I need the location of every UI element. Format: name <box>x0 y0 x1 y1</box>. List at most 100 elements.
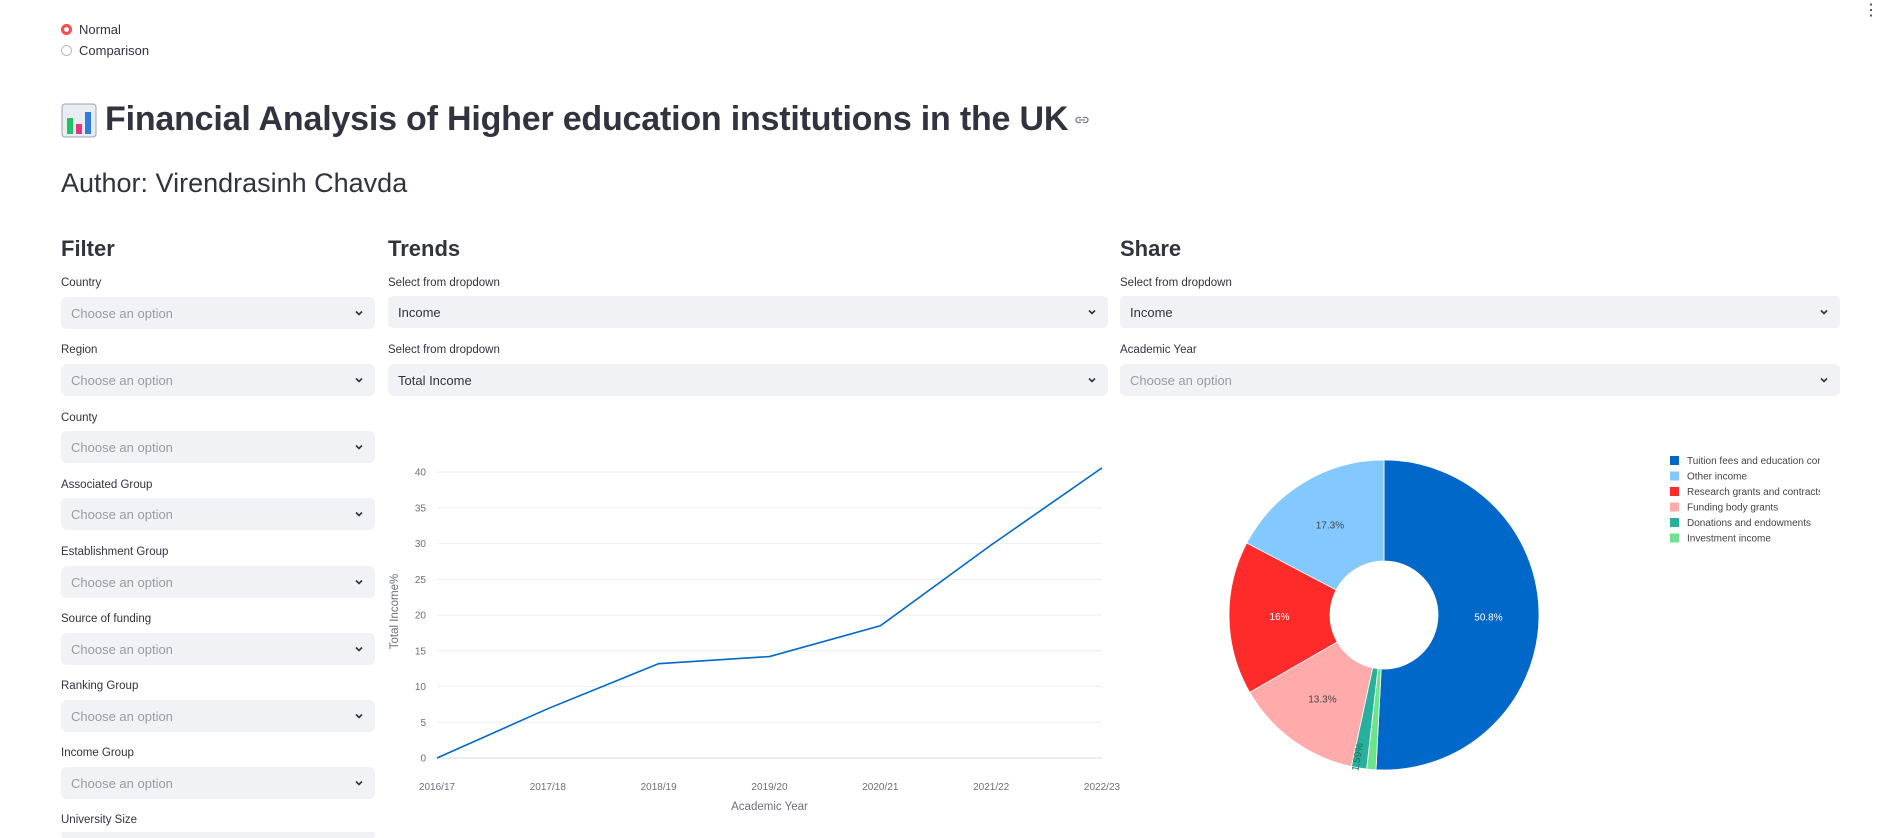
associated-group-label: Associated Group <box>61 479 153 491</box>
radio-normal[interactable]: Normal <box>61 19 149 39</box>
line-point[interactable] <box>767 654 773 660</box>
university-size-label: University Size <box>61 814 138 826</box>
y-tick-label: 10 <box>415 682 427 693</box>
pie-slice[interactable] <box>1249 641 1374 767</box>
chevron-down-icon <box>1820 309 1828 315</box>
associated-group-placeholder: Choose an option <box>71 506 173 522</box>
legend-label[interactable]: Investment income <box>1687 534 1771 545</box>
university-size-select[interactable] <box>61 832 375 838</box>
author-heading: Author: Virendrasinh Chavda <box>61 168 408 198</box>
radio-unchecked-icon <box>61 44 72 56</box>
x-tick-label: 2020/21 <box>862 782 899 793</box>
pie-slice-label: 1.59% <box>1350 742 1366 772</box>
page-title: Financial Analysis of Higher education i… <box>105 100 1069 138</box>
legend-swatch[interactable] <box>1670 471 1679 481</box>
y-tick-label: 30 <box>415 539 427 550</box>
chevron-down-icon <box>355 780 363 786</box>
pie-slice[interactable] <box>1228 542 1338 693</box>
county-select[interactable]: Choose an option <box>61 431 375 463</box>
share-select1-label: Select from dropdown <box>1120 277 1232 289</box>
source-of-funding-placeholder: Choose an option <box>71 641 173 657</box>
pie-slice-label: 50.8% <box>1474 613 1502 624</box>
chevron-down-icon <box>355 377 363 383</box>
chevron-down-icon <box>355 511 363 517</box>
y-tick-label: 35 <box>415 503 427 514</box>
legend-swatch[interactable] <box>1670 487 1679 496</box>
radio-checked-icon <box>61 23 72 35</box>
pie-slice[interactable] <box>1246 459 1385 591</box>
region-select[interactable]: Choose an option <box>61 364 375 396</box>
x-tick-label: 2017/18 <box>530 782 567 793</box>
chevron-down-icon <box>1820 377 1828 383</box>
anchor-link-icon[interactable] <box>1074 112 1090 128</box>
chevron-down-icon <box>1088 309 1096 315</box>
legend-label[interactable]: Research grants and contracts <box>1687 487 1820 498</box>
share-year-select[interactable]: Choose an option <box>1120 364 1840 396</box>
share-heading: Share <box>1120 236 1182 261</box>
page-title-row: Financial Analysis of Higher education i… <box>61 100 1090 139</box>
y-tick-label: 15 <box>415 646 427 657</box>
trends-submetric-select[interactable]: Total Income <box>388 364 1108 396</box>
line-point[interactable] <box>1099 465 1105 471</box>
trends-metric-value: Income <box>398 304 441 320</box>
radio-comparison-label: Comparison <box>79 42 150 58</box>
bar-chart-icon <box>61 103 97 137</box>
share-metric-value: Income <box>1130 304 1173 320</box>
x-tick-label: 2018/19 <box>641 782 678 793</box>
associated-group-select[interactable]: Choose an option <box>61 498 375 530</box>
line-point[interactable] <box>877 623 883 629</box>
region-label: Region <box>61 344 98 356</box>
pie-slice-label: 0.961% <box>1349 779 1383 780</box>
legend-label[interactable]: Tuition fees and education contracts <box>1687 456 1820 467</box>
y-tick-label: 20 <box>415 611 427 622</box>
country-label: Country <box>61 277 102 289</box>
line-point[interactable] <box>988 542 994 548</box>
ranking-group-label: Ranking Group <box>61 680 139 692</box>
ranking-group-select[interactable]: Choose an option <box>61 700 375 732</box>
main-menu-icon[interactable]: ⋮ <box>1863 2 1879 19</box>
pie-slice-label: 17.3% <box>1316 521 1344 532</box>
chevron-down-icon <box>355 444 363 450</box>
share-year-label: Academic Year <box>1120 344 1197 356</box>
legend-swatch[interactable] <box>1670 518 1679 527</box>
share-year-placeholder: Choose an option <box>1130 372 1232 388</box>
total-income-line[interactable] <box>436 467 1103 759</box>
county-label: County <box>61 412 98 424</box>
legend-label[interactable]: Other income <box>1687 472 1747 483</box>
legend-swatch[interactable] <box>1670 533 1679 543</box>
establishment-group-select[interactable]: Choose an option <box>61 566 375 598</box>
income-group-select[interactable]: Choose an option <box>61 767 375 799</box>
region-placeholder: Choose an option <box>71 372 173 388</box>
y-tick-label: 5 <box>420 718 426 729</box>
income-group-label: Income Group <box>61 747 134 759</box>
line-point[interactable] <box>434 755 440 761</box>
country-placeholder: Choose an option <box>71 305 173 321</box>
line-point[interactable] <box>545 706 551 712</box>
country-select[interactable]: Choose an option <box>61 297 375 329</box>
income-group-placeholder: Choose an option <box>71 775 173 791</box>
legend-swatch[interactable] <box>1670 502 1679 512</box>
radio-normal-label: Normal <box>79 21 121 37</box>
legend-label[interactable]: Funding body grants <box>1687 503 1778 514</box>
radio-comparison[interactable]: Comparison <box>61 40 149 60</box>
pie-slice-label: 16% <box>1270 612 1290 623</box>
chevron-down-icon <box>355 646 363 652</box>
line-point[interactable] <box>656 661 662 667</box>
share-metric-select[interactable]: Income <box>1120 296 1840 328</box>
pie-slice[interactable] <box>1375 459 1540 771</box>
county-placeholder: Choose an option <box>71 439 173 455</box>
legend-label[interactable]: Donations and endowments <box>1687 518 1811 529</box>
trends-line-chart[interactable]: 0 5 10 15 20 25 30 35 40 2016/17 2017/18 2018/19 20… <box>380 455 1120 815</box>
legend-swatch[interactable] <box>1670 456 1679 465</box>
mode-radio-group: Normal Comparison <box>61 19 149 61</box>
trends-metric-select[interactable]: Income <box>388 296 1108 328</box>
x-tick-label: 2019/20 <box>751 782 788 793</box>
source-of-funding-label: Source of funding <box>61 613 152 625</box>
chevron-down-icon <box>1088 377 1096 383</box>
chevron-down-icon <box>355 310 363 316</box>
source-of-funding-select[interactable]: Choose an option <box>61 633 375 665</box>
share-donut-chart[interactable]: 50.8% 0.961% 1.59% 13.3% 16% 17.3% Tuition fe… <box>1180 440 1820 780</box>
trends-select2-label: Select from dropdown <box>388 344 500 356</box>
chevron-down-icon <box>355 579 363 585</box>
trends-submetric-value: Total Income <box>398 372 472 388</box>
